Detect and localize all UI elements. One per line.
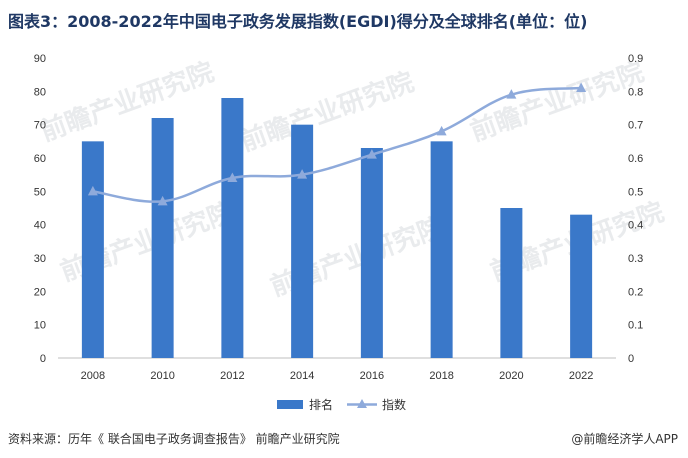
x-tick-label: 2008 (81, 370, 105, 382)
y-left-tick-label: 70 (34, 120, 46, 132)
y-left-tick-label: 40 (34, 220, 46, 232)
y-left-tick-label: 30 (34, 253, 46, 265)
y-right-tick-label: 0 (628, 353, 634, 365)
bar-2022 (570, 214, 593, 358)
chart-title: 图表3：2008-2022年中国电子政务发展指数(EGDI)得分及全球排名(单位… (8, 12, 588, 31)
y-left-tick-label: 20 (34, 286, 46, 298)
x-tick-label: 2020 (499, 370, 523, 382)
y-right-tick-label: 0.5 (628, 186, 643, 198)
source-note: 资料来源：历年《 联合国电子政务调查报告》 前瞻产业研究院 (8, 432, 340, 446)
line-series (87, 82, 587, 206)
index-point-2020 (506, 89, 517, 99)
legend-bar-label: 排名 (309, 397, 333, 412)
y-left-tick-label: 90 (34, 53, 46, 65)
x-tick-label: 2016 (360, 370, 384, 382)
legend: 排名 指数 (277, 397, 406, 412)
legend-line-label: 指数 (382, 397, 406, 412)
bar-2010 (151, 118, 174, 358)
index-line (92, 86, 582, 203)
index-point-2010 (157, 195, 168, 206)
x-tick-label: 2014 (290, 370, 314, 382)
y-right-tick-label: 0.1 (628, 320, 643, 332)
legend-bar-swatch (277, 400, 303, 409)
axes: 0 10 20 30 40 50 60 70 80 90 0 0.1 0.2 0.3 0.4 0.5 0.6 0.… (34, 53, 644, 382)
y-right-tick-label: 0.8 (628, 86, 643, 98)
brand-credit: @前瞻经济学人APP (571, 432, 678, 446)
index-point-2008 (87, 185, 98, 196)
y-left-tick-label: 50 (34, 186, 46, 198)
watermark-text-0: 前瞻产业研究院 (36, 56, 218, 147)
y-right-tick-label: 0.2 (628, 286, 643, 298)
index-point-2018 (436, 125, 447, 136)
y-left-tick-label: 0 (40, 353, 46, 365)
y-right-tick-label: 0.7 (628, 120, 643, 132)
x-tick-label: 2018 (429, 370, 453, 382)
bar-2018 (430, 141, 453, 358)
bar-2012 (221, 98, 244, 358)
y-right-tick-label: 0.6 (628, 153, 643, 165)
x-tick-label: 2010 (150, 370, 174, 382)
y-left-tick-label: 80 (34, 86, 46, 98)
y-left-tick-label: 60 (34, 153, 46, 165)
index-point-2012 (227, 172, 238, 182)
bar-2008 (81, 141, 104, 358)
index-point-2016 (366, 149, 377, 159)
index-point-2022 (576, 82, 587, 92)
y-right-tick-label: 0.4 (628, 220, 643, 232)
legend-line-marker (357, 399, 367, 408)
bar-series (81, 98, 593, 359)
watermark-text-1: 前瞻产业研究院 (236, 66, 418, 157)
bar-2020 (500, 208, 523, 358)
x-tick-label: 2012 (220, 370, 244, 382)
bar-2014 (291, 124, 314, 359)
y-right-tick-label: 0.3 (628, 253, 643, 265)
y-left-tick-label: 10 (34, 320, 46, 332)
x-tick-label: 2022 (569, 370, 593, 382)
y-right-tick-label: 0.9 (628, 53, 643, 65)
bar-2016 (360, 148, 383, 358)
index-point-2014 (297, 169, 308, 179)
